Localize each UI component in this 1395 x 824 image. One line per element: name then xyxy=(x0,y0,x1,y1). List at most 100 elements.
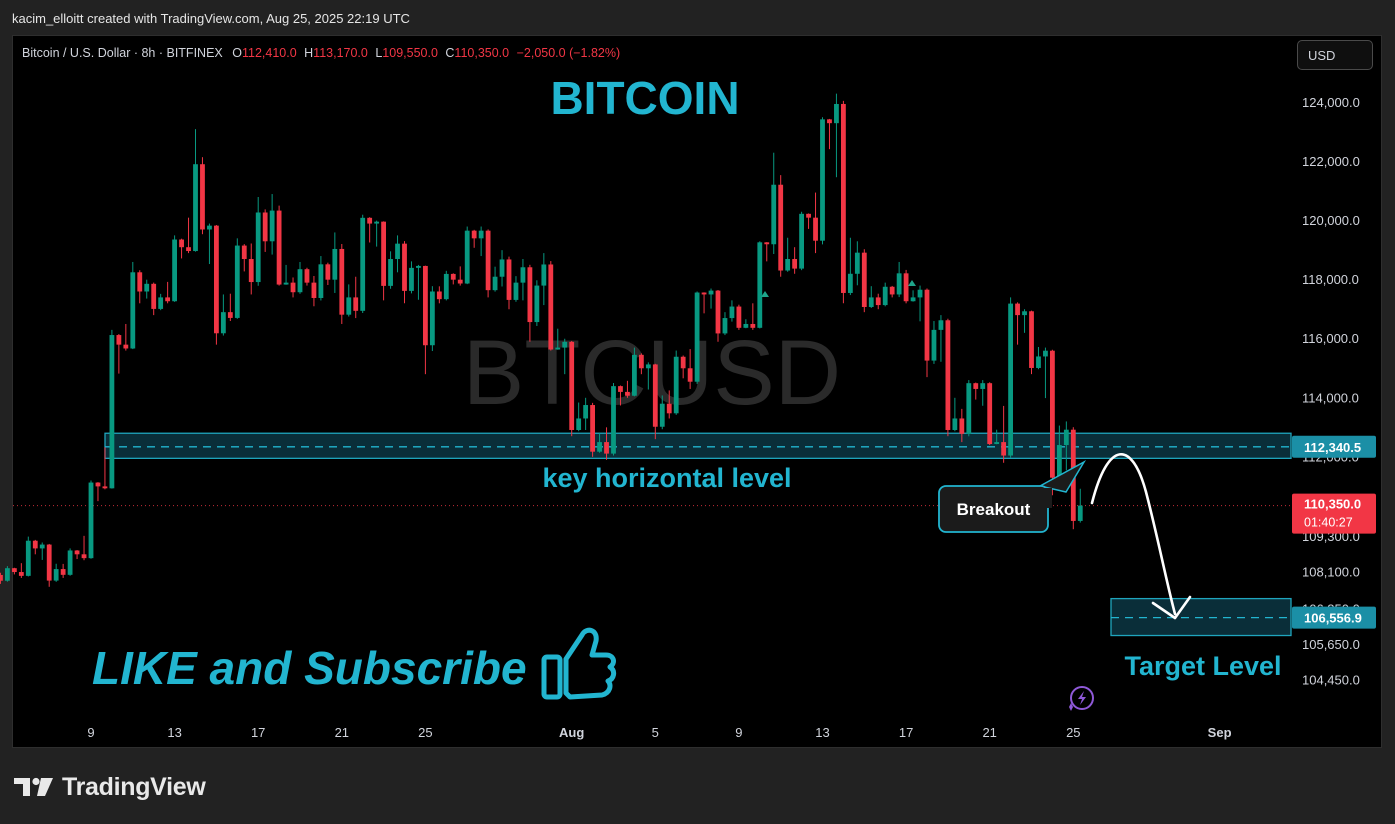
candle-body xyxy=(402,243,407,291)
candle-body xyxy=(652,364,658,427)
candle xyxy=(715,289,721,342)
currency-button[interactable]: USD xyxy=(1297,40,1373,70)
candle-body xyxy=(248,259,254,283)
candle-body xyxy=(562,341,568,348)
candle-body xyxy=(186,247,191,252)
candle xyxy=(144,279,150,299)
candle xyxy=(889,285,895,298)
candle-body xyxy=(924,289,930,361)
candle xyxy=(1056,425,1062,482)
candle xyxy=(255,196,261,286)
candle xyxy=(283,264,289,285)
candle-body xyxy=(527,267,533,323)
candle-body xyxy=(241,245,247,260)
candle xyxy=(443,270,449,301)
candle-body xyxy=(381,221,386,286)
candle xyxy=(854,241,860,286)
candle-body xyxy=(987,383,993,445)
candle-body xyxy=(227,312,233,318)
breakout-label: Breakout xyxy=(957,500,1031,519)
candle xyxy=(945,318,951,437)
candle xyxy=(130,261,136,350)
candle xyxy=(659,395,665,430)
candle-body xyxy=(597,442,602,452)
candle-body xyxy=(130,272,136,349)
candle-body xyxy=(1015,303,1020,316)
candle-body xyxy=(32,540,38,549)
candle-body xyxy=(214,225,219,334)
candle-body xyxy=(604,442,609,454)
candle-body xyxy=(569,341,575,430)
candle xyxy=(750,303,756,330)
candle-body xyxy=(207,225,212,230)
candle xyxy=(527,264,533,342)
candle xyxy=(332,232,338,293)
candle-body xyxy=(179,239,184,248)
candle-body xyxy=(645,364,651,369)
candle-body xyxy=(311,282,317,298)
candle xyxy=(116,334,122,374)
candle xyxy=(694,291,700,384)
candle xyxy=(959,408,965,443)
y-tick-label: 118,000.0 xyxy=(1302,272,1359,287)
candle xyxy=(638,353,644,375)
candle xyxy=(861,249,867,313)
candle xyxy=(597,433,602,453)
candle xyxy=(269,194,275,255)
candle-body xyxy=(966,383,972,434)
candle xyxy=(827,118,832,150)
candle-body xyxy=(200,164,205,230)
candle-body xyxy=(687,368,693,382)
candle xyxy=(450,273,456,285)
candle-body xyxy=(450,273,456,280)
x-tick-label: 9 xyxy=(735,725,742,740)
candle xyxy=(924,288,930,378)
candle xyxy=(1036,347,1041,370)
x-tick-label: 25 xyxy=(418,725,432,740)
candle xyxy=(374,220,380,247)
candle-body xyxy=(666,403,672,414)
thumbs-up-icon xyxy=(541,627,617,700)
candle xyxy=(534,280,540,326)
candle xyxy=(583,397,589,430)
lightning-badge-icon xyxy=(1069,686,1094,711)
candle xyxy=(151,282,157,316)
candle-body xyxy=(423,265,428,346)
candle-body xyxy=(255,212,261,283)
candle xyxy=(722,312,728,336)
candle xyxy=(645,362,651,390)
candle-body xyxy=(680,356,686,369)
candle xyxy=(604,427,609,460)
candle xyxy=(1043,347,1048,399)
candle-body xyxy=(541,264,547,286)
candle-body xyxy=(11,568,17,573)
candle-body xyxy=(750,323,756,328)
candle xyxy=(207,223,212,265)
x-tick-label: Sep xyxy=(1208,725,1232,740)
candle xyxy=(938,315,944,362)
candle-body xyxy=(88,482,94,559)
candle xyxy=(618,385,623,406)
candle xyxy=(513,276,519,302)
candle-body xyxy=(847,273,853,293)
candle xyxy=(193,129,198,252)
last-price-value: 110,350.0 xyxy=(1304,497,1361,512)
candle-body xyxy=(0,574,3,581)
candle xyxy=(423,265,428,375)
candle-body xyxy=(304,269,310,283)
candle xyxy=(262,209,268,252)
candle-body xyxy=(346,297,352,315)
candle xyxy=(74,550,80,560)
candle-body xyxy=(262,212,268,242)
breakout-callout-pointer xyxy=(1037,460,1087,493)
bar-countdown: 01:40:27 xyxy=(1304,516,1353,530)
candle xyxy=(137,270,143,304)
candle xyxy=(952,397,958,432)
x-tick-label: 9 xyxy=(87,725,94,740)
candle xyxy=(297,261,303,294)
candle-body xyxy=(67,550,73,575)
candle xyxy=(736,304,742,330)
tradingview-logo[interactable]: TradingView xyxy=(14,770,206,804)
candle xyxy=(88,480,94,559)
